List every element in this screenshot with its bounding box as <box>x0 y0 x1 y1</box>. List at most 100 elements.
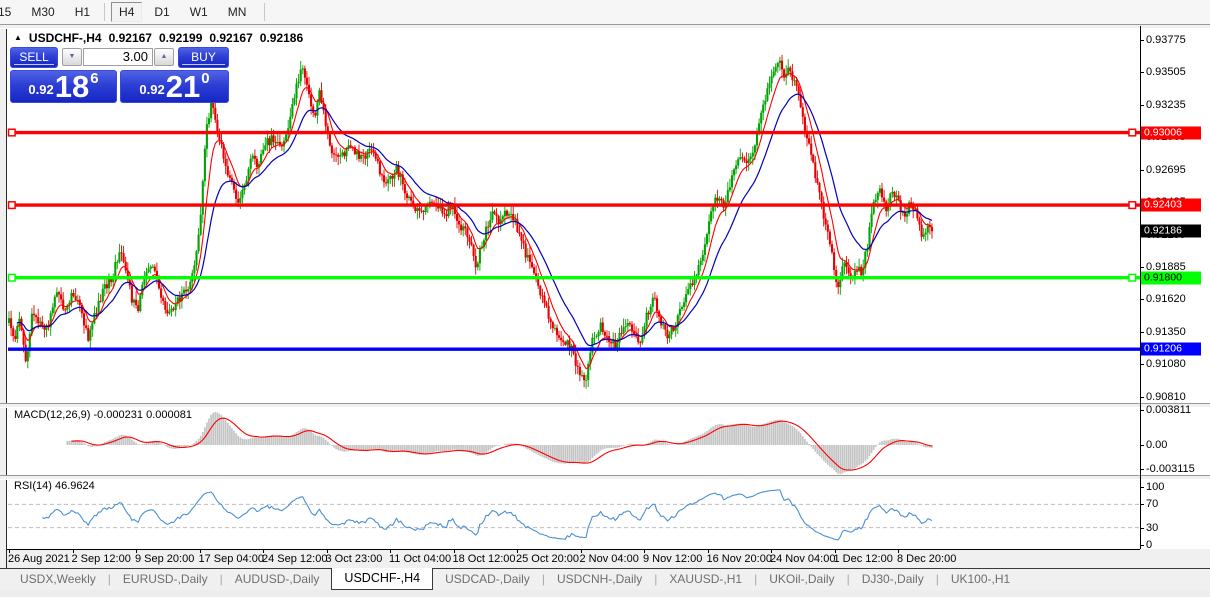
time-tick <box>834 549 836 553</box>
hline-handle-0.93006[interactable] <box>1128 128 1137 137</box>
timeframe-button-h1[interactable]: H1 <box>74 5 91 19</box>
price-axis-label: 0.91885 <box>1146 261 1186 274</box>
sell-price-button[interactable]: 0.92 18 6 <box>10 70 117 103</box>
time-tick <box>898 549 899 553</box>
time-axis-label: 2 Nov 04:00 <box>579 553 639 565</box>
chart-tab-xauusd-h1[interactable]: XAUUSD-,H1 <box>669 571 743 586</box>
price-tick <box>1140 72 1144 74</box>
timeframe-button-h4[interactable]: H4 <box>111 2 143 22</box>
bear-candle-wicks <box>10 54 933 388</box>
chart-tab-usdcad-daily[interactable]: USDCAD-,Daily <box>445 571 530 586</box>
price-tick <box>1140 104 1144 106</box>
buy-price-base: 0.92 <box>139 82 165 97</box>
macd-axis-tick <box>1140 410 1144 411</box>
rsi-line <box>42 489 933 541</box>
rsi-axis-tick <box>1140 504 1144 506</box>
sell-button[interactable]: SELL <box>10 47 58 68</box>
time-tick <box>9 549 10 553</box>
chart-tab-usdx-weekly[interactable]: USDX,Weekly <box>20 571 96 586</box>
time-axis-label: 2 Sep 12:00 <box>71 553 131 565</box>
hline-price-label: 0.91800 <box>1141 271 1201 285</box>
time-tick <box>644 549 645 553</box>
buy-price-button[interactable]: 0.92 21 0 <box>120 70 229 103</box>
chart-tab-audusd-daily[interactable]: AUDUSD-,Daily <box>234 571 320 586</box>
time-tick <box>517 549 518 553</box>
hline-handle-0.92403[interactable] <box>7 201 16 210</box>
time-axis-label: 9 Nov 12:00 <box>643 553 703 565</box>
time-tick <box>771 549 772 553</box>
price-axis-label: 0.93775 <box>1146 33 1186 46</box>
chart-tab-usdcnh-daily[interactable]: USDCNH-,Daily <box>556 571 643 586</box>
hline-handle-0.91800[interactable] <box>1128 273 1137 282</box>
macd-axis-tick <box>1140 445 1144 446</box>
chart-tab-uk100-h1[interactable]: UK100-,H1 <box>950 571 1011 586</box>
chart-tab-eurusd-daily[interactable]: EURUSD-,Daily <box>122 571 208 586</box>
volume-decrease-button[interactable]: ▼ <box>62 48 82 66</box>
buy-button-label: BUY <box>191 50 216 64</box>
time-axis-label: 17 Sep 04:00 <box>198 553 264 565</box>
chart-tab-ukoil-daily[interactable]: UKOil-,Daily <box>769 571 835 586</box>
macd-label: MACD(12,26,9) -0.000231 0.000081 <box>14 409 192 421</box>
toolbar-separator <box>104 3 106 21</box>
chart-tab-usdchf-h4[interactable]: USDCHF-,H4 <box>331 568 434 590</box>
volume-input[interactable]: 3.00 <box>83 48 153 66</box>
rsi-panel-bottom-border <box>7 549 1140 550</box>
one-click-collapse-icon[interactable]: ▲ <box>14 33 22 42</box>
one-click-trading-panel: SELL ▼ 3.00 ▲ BUY 0.92 18 6 0.92 21 0 <box>10 46 229 104</box>
time-axis-label: 18 Oct 12:00 <box>452 553 516 565</box>
ohlc-open: 0.92167 <box>108 31 152 45</box>
timeframe-button-m30[interactable]: M30 <box>31 5 55 19</box>
time-tick <box>707 549 709 553</box>
volume-increase-button[interactable]: ▲ <box>154 48 174 66</box>
time-tick <box>199 549 201 553</box>
status-strip <box>0 590 1210 597</box>
bull-candle-wicks <box>8 56 929 389</box>
rsi-axis-tick <box>1140 527 1144 529</box>
price-tick <box>1140 267 1144 269</box>
time-tick <box>326 549 328 553</box>
macd-axis-label: 0.00 <box>1146 439 1168 451</box>
tab-separator: | <box>654 572 658 586</box>
price-axis-label: 0.91080 <box>1146 358 1186 371</box>
hline-handle-0.92403[interactable] <box>1128 201 1137 210</box>
price-tick <box>1140 396 1144 398</box>
chart-tab-bar: USDX,Weekly | EURUSD-,Daily | AUDUSD-,Daily U… <box>0 568 1210 590</box>
timeframe-button-w1[interactable]: W1 <box>189 5 208 19</box>
rsi-axis-label: 30 <box>1146 521 1159 534</box>
macd-axis-tick <box>1140 469 1144 470</box>
hline-handle-0.91800[interactable] <box>7 273 16 282</box>
tab-separator: | <box>935 572 939 586</box>
hline-handle-0.93006[interactable] <box>7 128 16 137</box>
ohlc-high: 0.92199 <box>158 31 203 45</box>
chart-header: ▲ USDCHF-,H4 0.92167 0.92199 0.92167 0.9… <box>14 31 303 45</box>
ohlc-close: 0.92186 <box>259 31 304 45</box>
rsi-axis-label: 70 <box>1146 498 1159 511</box>
tab-separator: | <box>219 572 223 586</box>
ma-slow-line <box>17 93 933 347</box>
macd-axis-label: -0.003115 <box>1146 463 1195 475</box>
time-axis-label: 26 Aug 2021 <box>8 553 70 565</box>
time-axis-label: 11 Oct 04:00 <box>389 553 452 565</box>
buy-button[interactable]: BUY <box>178 47 229 68</box>
price-axis-line <box>1140 26 1141 549</box>
time-axis-label: 25 Oct 20:00 <box>516 553 579 565</box>
chart-window-background <box>7 26 1210 549</box>
timeframe-button-mn[interactable]: MN <box>227 5 247 19</box>
bull-candle-bodies <box>7 60 929 381</box>
divider-main-macd[interactable] <box>0 403 1210 408</box>
timeframe-button-d1[interactable]: D1 <box>154 5 170 19</box>
price-tick <box>1140 331 1144 333</box>
price-tick <box>1140 299 1144 301</box>
tab-separator: | <box>541 572 545 586</box>
tab-separator: | <box>846 572 850 586</box>
sell-underline <box>14 64 54 65</box>
timeframe-button-15[interactable]: 15 <box>0 5 12 19</box>
time-tick <box>72 549 74 553</box>
chart-tab-dj30-daily[interactable]: DJ30-,Daily <box>861 571 924 586</box>
time-axis-label: 24 Nov 04:00 <box>770 553 836 565</box>
price-axis-label: 0.92695 <box>1146 163 1186 176</box>
divider-macd-rsi[interactable] <box>0 475 1210 480</box>
price-axis-label: 0.91620 <box>1146 293 1186 306</box>
chart-symbol-title: USDCHF-,H4 <box>28 31 102 45</box>
